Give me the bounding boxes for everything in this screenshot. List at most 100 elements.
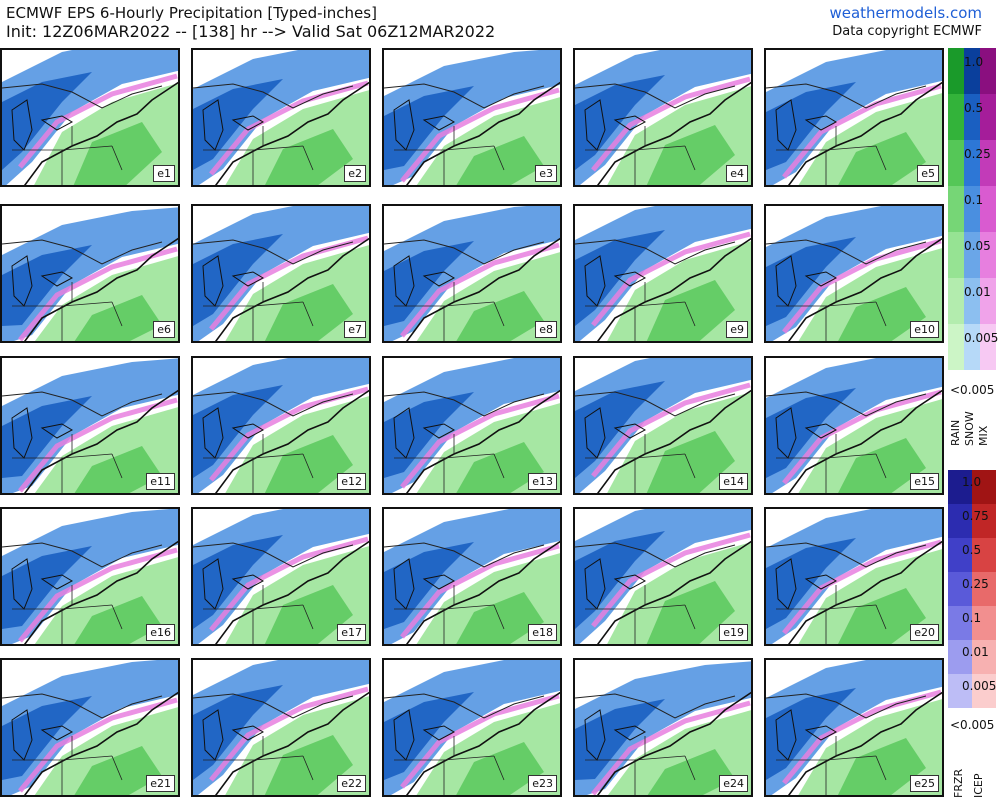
mix-band — [400, 393, 560, 489]
coastline — [214, 389, 369, 493]
coastline — [214, 540, 369, 644]
national-border — [193, 83, 354, 109]
site-link[interactable]: weathermodels.com — [829, 4, 982, 22]
national-border — [766, 391, 927, 417]
national-border — [384, 239, 545, 265]
national-border — [766, 239, 927, 265]
legend-snow-swatch — [964, 232, 980, 278]
state-borders — [12, 126, 123, 185]
member-map — [766, 206, 942, 341]
precip-legend: 1.0 0.5 0.25 0.1 0.05 0.01 0.005 1.0 0.75 0.5 0.25… — [948, 48, 998, 708]
moderate-rain-area — [456, 742, 544, 795]
legend-snow-swatch — [964, 140, 980, 186]
member-panel: e18 — [382, 507, 562, 646]
legend-bottom-value: 0.1 — [962, 611, 981, 625]
member-map — [384, 206, 560, 341]
national-border — [575, 239, 736, 265]
great-lakes-outline — [393, 99, 456, 151]
member-label: e19 — [719, 624, 748, 641]
member-label: e16 — [146, 624, 175, 641]
legend-top-value: 0.005 — [964, 331, 998, 345]
national-border — [384, 83, 545, 109]
member-panel: e23 — [382, 658, 562, 797]
member-map — [575, 206, 751, 341]
moderate-rain-area — [837, 738, 926, 795]
snow-area — [193, 206, 369, 341]
heavy-snow-area — [575, 75, 665, 170]
snow-area — [766, 206, 942, 341]
national-border — [2, 239, 163, 265]
member-map — [193, 50, 369, 185]
member-map — [2, 509, 178, 644]
member-label: e15 — [910, 473, 939, 490]
coastline — [596, 691, 751, 795]
legend-rain-swatch — [948, 48, 964, 94]
snow-area — [766, 50, 942, 185]
mix-band — [782, 539, 942, 635]
national-border — [766, 542, 927, 568]
member-map — [193, 660, 369, 795]
state-borders — [394, 126, 505, 185]
great-lakes-outline — [775, 709, 838, 761]
moderate-rain-area — [264, 735, 353, 795]
state-borders — [203, 126, 314, 185]
legend-snow-swatch — [964, 94, 980, 140]
great-lakes-outline — [584, 255, 647, 307]
state-borders — [203, 434, 314, 493]
heavy-snow-area — [193, 234, 283, 326]
mix-band — [18, 73, 178, 169]
member-label: e10 — [910, 321, 939, 338]
national-border — [575, 542, 736, 568]
member-panel: e10 — [764, 204, 944, 343]
great-lakes-outline — [775, 407, 838, 459]
national-border — [766, 693, 927, 719]
great-lakes-outline — [584, 709, 647, 761]
member-label: e9 — [726, 321, 748, 338]
great-lakes-outline — [584, 558, 647, 610]
state-borders — [203, 282, 314, 341]
member-label: e18 — [528, 624, 557, 641]
great-lakes-outline — [11, 709, 74, 761]
member-panel: e14 — [573, 356, 753, 495]
map-title: ECMWF EPS 6-Hourly Precipitation [Typed-… — [6, 4, 377, 22]
member-panel: e4 — [573, 48, 753, 187]
member-panel: e11 — [0, 356, 180, 495]
legend-bottom-value: 0.25 — [962, 577, 989, 591]
coastline — [214, 237, 369, 341]
great-lakes-outline — [393, 709, 456, 761]
moderate-rain-area — [456, 592, 544, 644]
heavy-snow-area — [575, 230, 665, 326]
member-panel: e19 — [573, 507, 753, 646]
member-label: e7 — [344, 321, 366, 338]
mix-band — [782, 238, 942, 334]
mix-band — [209, 80, 369, 176]
legend-bottom-below-label: <0.005 — [950, 718, 995, 732]
member-label: e25 — [910, 775, 939, 792]
moderate-rain-area — [264, 284, 353, 341]
member-label: e17 — [337, 624, 366, 641]
national-border — [575, 693, 736, 719]
great-lakes-outline — [202, 558, 265, 610]
member-label: e11 — [146, 473, 175, 490]
coastline — [787, 389, 942, 493]
great-lakes-outline — [11, 255, 74, 307]
state-borders — [394, 434, 505, 493]
coastline — [787, 81, 942, 185]
moderate-rain-area — [73, 122, 162, 185]
member-label: e5 — [917, 165, 939, 182]
great-lakes-outline — [393, 558, 456, 610]
national-border — [575, 83, 736, 109]
legend-bottom-value: 0.5 — [962, 543, 981, 557]
legend-icep-swatch — [972, 504, 996, 538]
member-panel: e9 — [573, 204, 753, 343]
moderate-rain-area — [838, 287, 926, 341]
copyright-note: Data copyright ECMWF — [832, 24, 982, 39]
legend-top-value: 0.1 — [964, 193, 983, 207]
snow-area — [575, 50, 751, 185]
legend-snow-swatch — [964, 186, 980, 232]
legend-bottom-value: 0.75 — [962, 509, 989, 523]
coastline — [596, 81, 751, 185]
legend-frzr-swatch — [948, 470, 972, 504]
great-lakes-outline — [202, 99, 265, 151]
coastline — [405, 81, 560, 185]
